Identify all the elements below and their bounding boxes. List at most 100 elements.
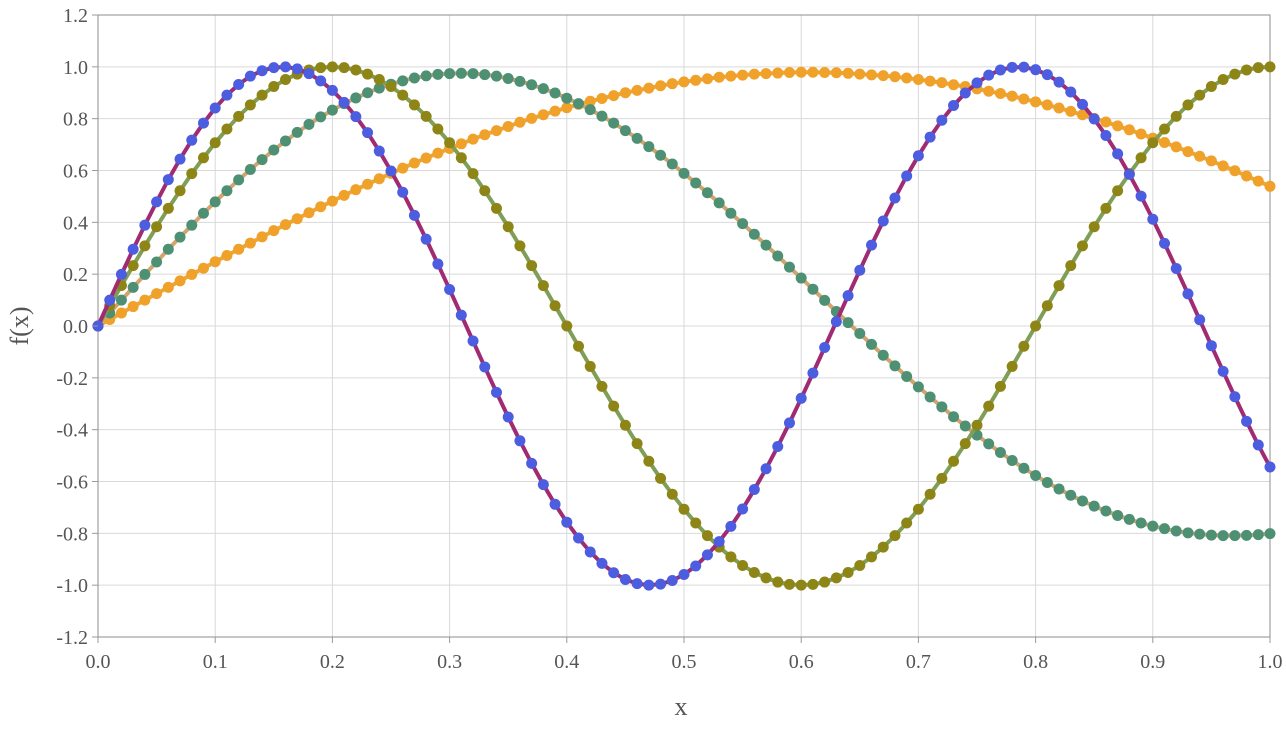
y-tick-label: 0.0 <box>63 316 88 338</box>
data-point <box>737 218 749 230</box>
data-point <box>479 69 491 81</box>
data-point <box>666 575 678 586</box>
data-point <box>1147 520 1159 532</box>
data-point <box>127 243 139 255</box>
data-point <box>561 92 573 104</box>
data-point <box>795 392 807 404</box>
data-point <box>1053 76 1065 88</box>
x-tick-label: 0.2 <box>320 651 345 673</box>
data-point <box>655 472 667 484</box>
data-point <box>866 338 878 350</box>
data-point <box>1264 461 1276 473</box>
data-point <box>807 367 819 379</box>
data-point <box>362 127 374 139</box>
data-point <box>502 73 514 84</box>
data-point <box>795 66 807 78</box>
data-point <box>678 503 690 515</box>
data-point <box>174 275 186 287</box>
data-point <box>807 283 819 295</box>
data-point <box>842 317 854 329</box>
data-point <box>1088 221 1100 233</box>
data-point <box>643 82 655 94</box>
data-point <box>1076 495 1088 507</box>
data-point <box>1147 213 1159 225</box>
data-point <box>244 237 256 249</box>
data-point <box>1241 170 1253 182</box>
data-point <box>537 280 549 292</box>
data-point <box>1252 439 1264 451</box>
data-point <box>502 221 514 233</box>
data-point <box>666 488 678 500</box>
data-point <box>197 152 209 164</box>
data-point <box>455 152 467 164</box>
data-point <box>783 578 795 590</box>
data-point <box>1076 240 1088 252</box>
data-point <box>924 391 936 403</box>
data-point <box>1053 483 1065 495</box>
data-point <box>291 126 303 138</box>
data-point <box>162 243 174 255</box>
x-tick-label: 0.0 <box>86 651 111 673</box>
data-point <box>362 87 374 99</box>
data-point <box>139 219 151 231</box>
data-point <box>912 74 924 86</box>
data-point <box>338 189 350 201</box>
data-point <box>1182 288 1194 300</box>
data-point <box>1065 489 1077 501</box>
data-point <box>115 294 127 306</box>
data-point <box>127 301 139 313</box>
data-point <box>233 243 245 255</box>
data-point <box>701 530 713 542</box>
data-point <box>854 68 866 80</box>
data-point <box>690 177 702 189</box>
data-point <box>971 419 983 431</box>
data-point <box>701 549 713 561</box>
data-point <box>244 163 256 175</box>
data-point <box>994 64 1006 76</box>
y-axis-title: f(x) <box>5 307 34 346</box>
data-point <box>924 488 936 500</box>
data-point <box>889 530 901 542</box>
data-point <box>819 294 831 306</box>
data-point <box>397 89 409 101</box>
data-point <box>737 69 749 81</box>
data-point <box>315 111 327 123</box>
data-point <box>444 283 456 295</box>
series-group <box>92 61 1276 591</box>
data-point <box>233 110 245 122</box>
data-point <box>549 105 561 117</box>
y-tick-label: -0.4 <box>56 420 88 442</box>
data-point <box>502 411 514 423</box>
data-point <box>1217 160 1229 172</box>
data-point <box>432 123 444 135</box>
data-point <box>1135 128 1147 140</box>
data-point <box>573 340 585 352</box>
data-point <box>573 98 585 110</box>
data-point <box>737 503 749 515</box>
data-point <box>1159 523 1171 535</box>
data-point <box>115 268 127 280</box>
data-point <box>350 64 362 76</box>
data-point <box>631 438 643 450</box>
data-point <box>608 567 620 579</box>
data-point <box>326 195 338 207</box>
data-point <box>1182 99 1194 111</box>
data-point <box>315 75 327 87</box>
data-point <box>455 309 467 321</box>
data-point <box>725 207 737 219</box>
y-tick-label: -0.8 <box>56 523 88 545</box>
data-point <box>994 88 1006 100</box>
data-point <box>948 99 960 111</box>
data-point <box>1100 130 1112 142</box>
x-axis-title: x <box>675 692 688 721</box>
data-point <box>725 520 737 532</box>
data-point <box>584 104 596 116</box>
data-point <box>1018 93 1030 105</box>
data-point <box>678 167 690 179</box>
data-point <box>948 455 960 467</box>
data-point <box>678 76 690 88</box>
data-point <box>1065 260 1077 272</box>
data-point <box>959 420 971 432</box>
data-point <box>678 569 690 581</box>
data-point <box>1205 529 1217 541</box>
